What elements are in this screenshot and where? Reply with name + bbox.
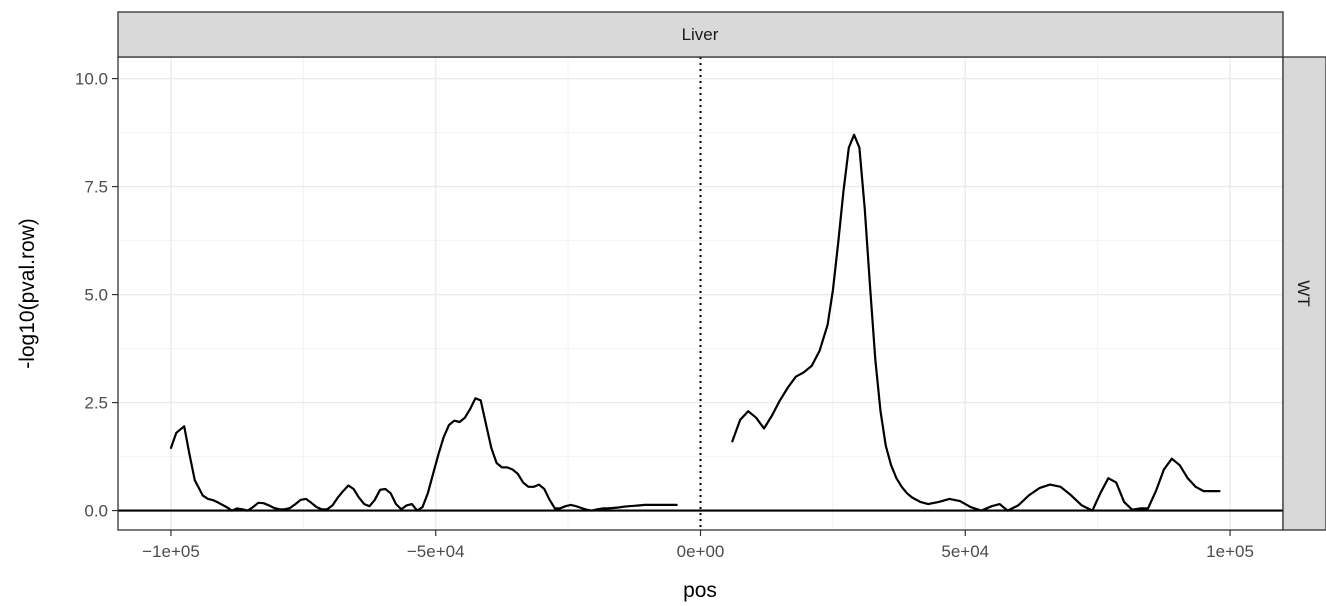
x-tick-label: 5e+04: [941, 542, 989, 561]
y-tick-label: 7.5: [84, 178, 108, 197]
y-tick-label: 2.5: [84, 394, 108, 413]
x-tick-label: 0e+00: [677, 542, 725, 561]
x-tick-label: 1e+05: [1206, 542, 1254, 561]
series-layer: [169, 133, 1221, 512]
x-axis: −1e+05 −5e+04 0e+00 5e+04 1e+05: [142, 530, 1254, 561]
x-tick-label: −1e+05: [142, 542, 200, 561]
facet-strip-right-label: WT: [1294, 280, 1313, 306]
x-axis-title: pos: [683, 579, 717, 602]
reference-lines: [118, 57, 1283, 530]
facet-strip-top-label: Liver: [682, 25, 719, 44]
y-axis: 0.0 2.5 5.0 7.5 10.0: [75, 70, 118, 521]
series-line-2: [731, 133, 1221, 512]
y-tick-label: 10.0: [75, 70, 108, 89]
x-tick-label: −5e+04: [407, 542, 465, 561]
y-axis-title: -log10(pval.row): [16, 218, 39, 369]
y-tick-label: 5.0: [84, 286, 108, 305]
y-tick-label: 0.0: [84, 502, 108, 521]
facet-strip-right: [1282, 56, 1326, 531]
series-line-1: [169, 397, 678, 512]
facet-strip-top: [117, 11, 1284, 58]
